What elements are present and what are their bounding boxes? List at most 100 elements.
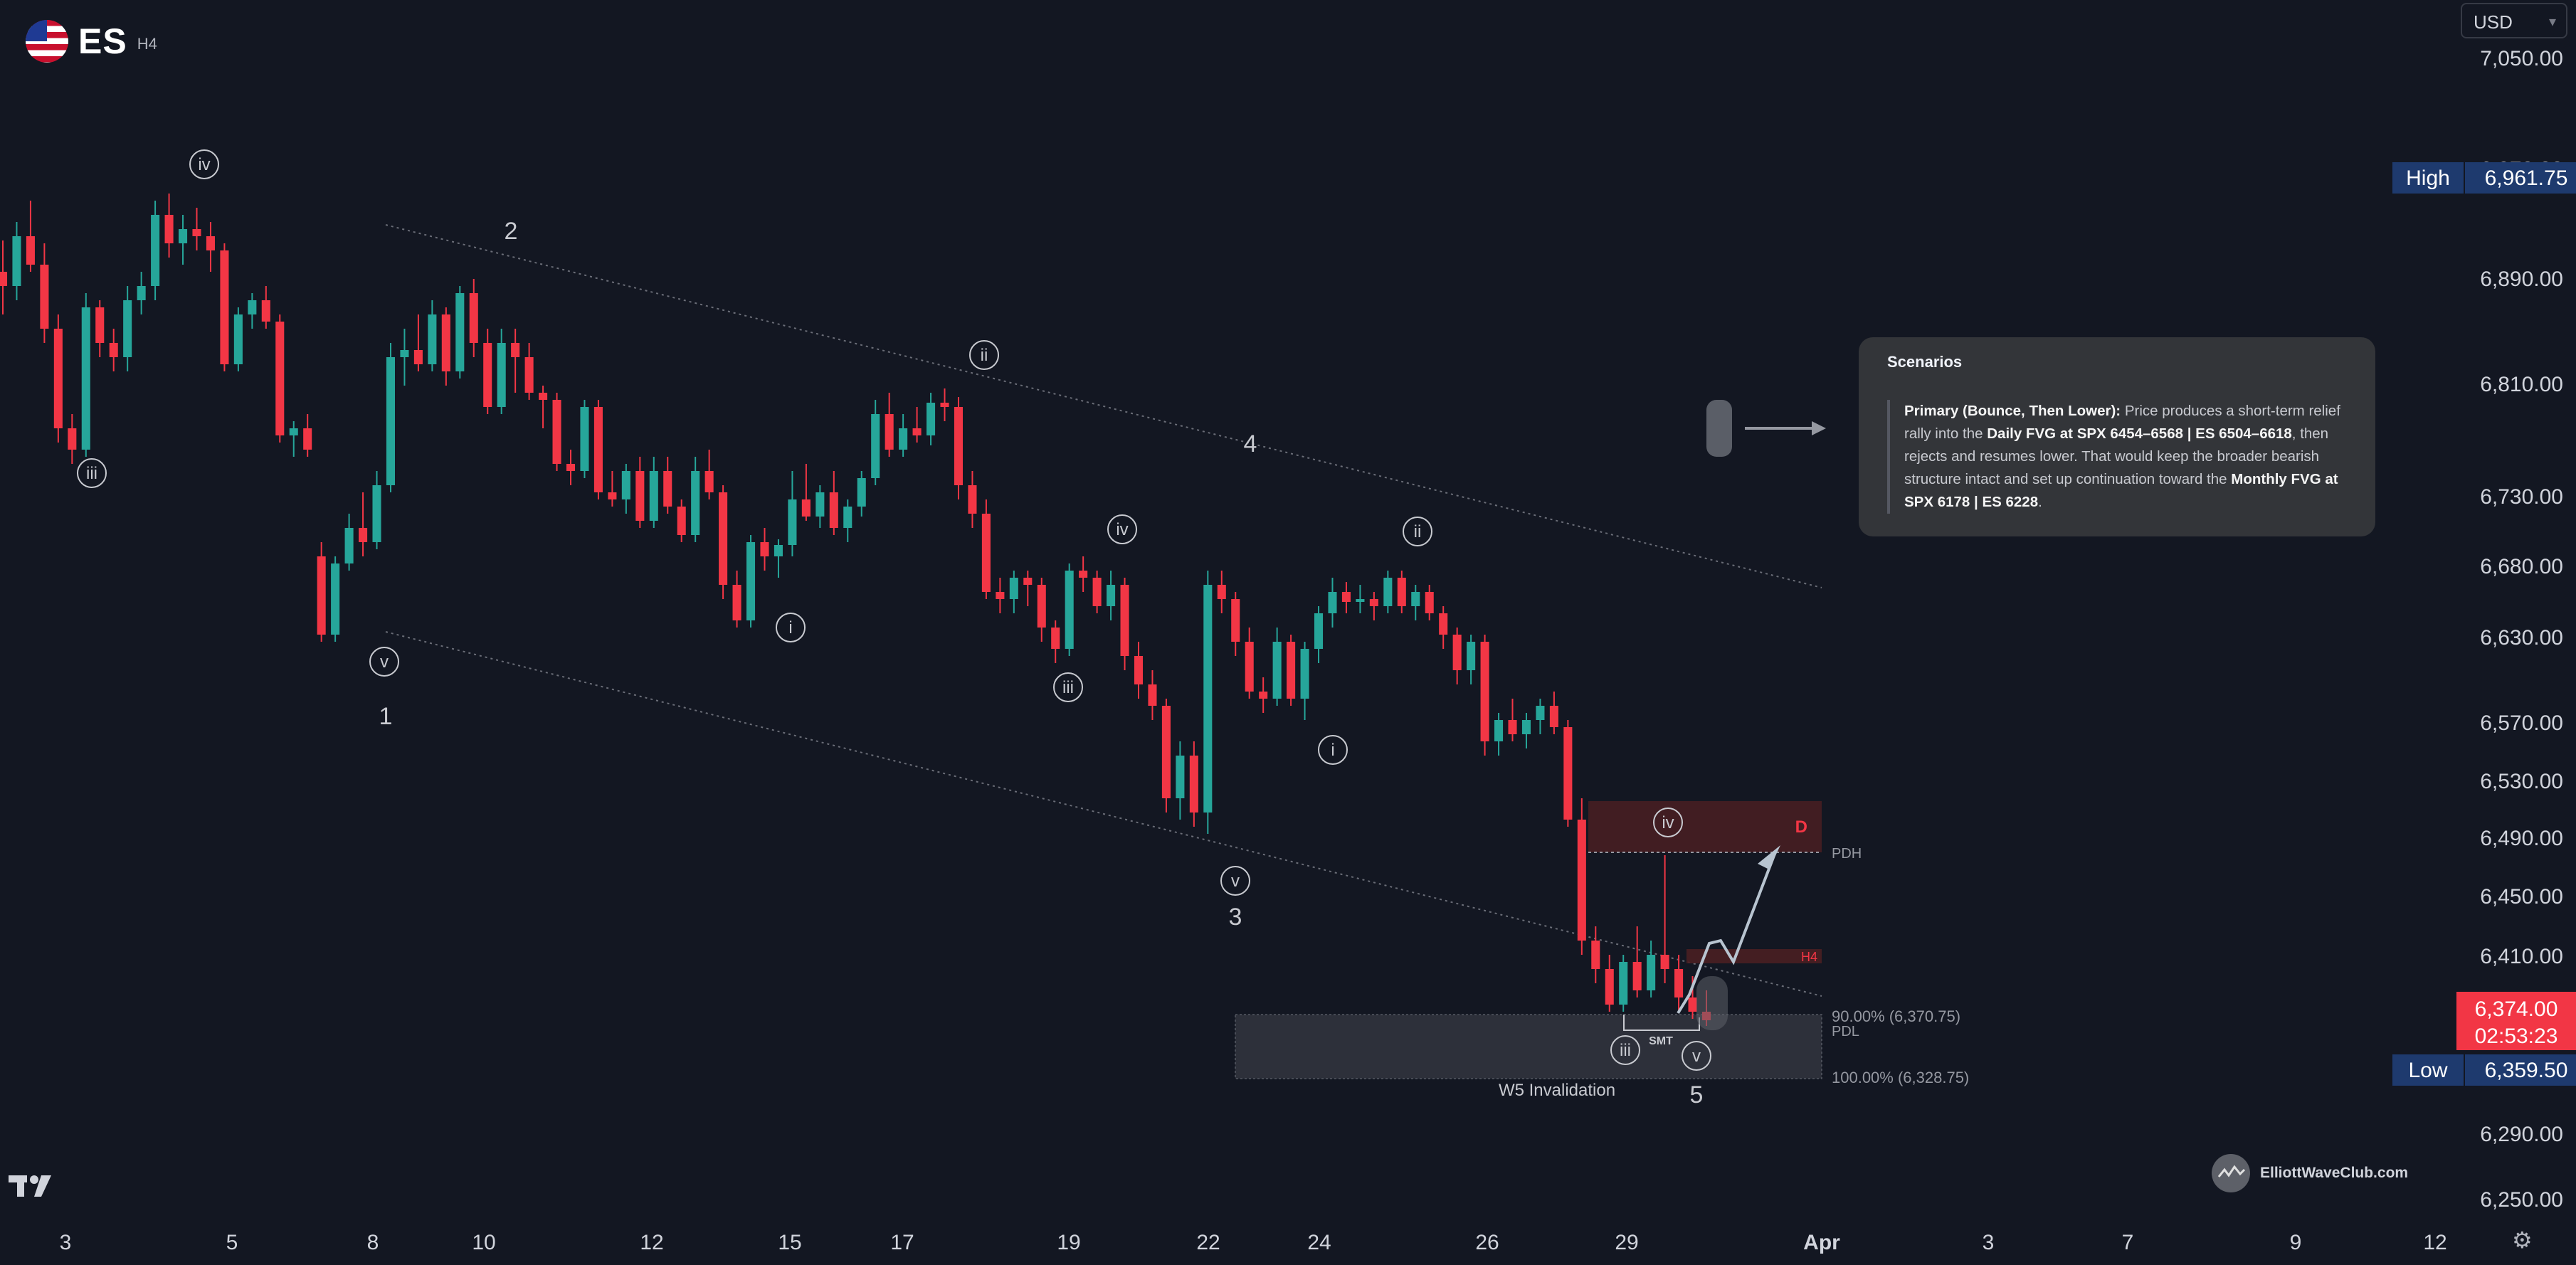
price-axis[interactable]: 7,050.006,970.006,890.006,810.006,730.00… <box>2480 47 2563 1212</box>
candle-body <box>1577 820 1586 941</box>
candle-body <box>608 492 617 499</box>
scenarios-panel: Scenarios Primary (Bounce, Then Lower): … <box>1859 337 2375 536</box>
symbol-name: ES <box>78 21 127 61</box>
us-flag-icon <box>26 20 68 63</box>
candle-body <box>1079 571 1088 578</box>
time-tick-label: 19 <box>1057 1231 1080 1254</box>
high-badge-label: High <box>2406 166 2450 190</box>
candle-body <box>40 265 49 329</box>
candle-body <box>1563 727 1573 820</box>
candle-body <box>539 393 548 400</box>
wave-label-circle <box>189 149 219 179</box>
candle-body <box>968 485 977 514</box>
high-badge-label-bg <box>2392 162 2464 194</box>
channel-upper-line[interactable] <box>385 224 1822 588</box>
price-tick-label: 7,050.00 <box>2480 47 2563 70</box>
wave-label-circle <box>1107 514 1137 544</box>
candle-body <box>1605 969 1614 1005</box>
candle-body <box>774 545 783 556</box>
wave-label-circle <box>1682 1041 1711 1071</box>
wave-label: v <box>380 652 389 672</box>
tradingview-logo-icon[interactable] <box>9 1173 58 1198</box>
candle-body <box>12 236 21 286</box>
candle-body <box>151 215 160 286</box>
projection-path[interactable] <box>1677 853 1776 1015</box>
candle-body <box>719 492 728 585</box>
candle-body <box>746 542 756 620</box>
candle-body <box>372 485 381 542</box>
candle-body <box>760 542 769 556</box>
panel-handle[interactable] <box>1706 400 1732 457</box>
price-tick-label: 6,730.00 <box>2480 485 2563 509</box>
wave-label: 4 <box>1244 430 1257 457</box>
daily-fvg-label: D <box>1795 817 1807 837</box>
daily-fvg-zone[interactable] <box>1588 801 1822 852</box>
candle-body <box>1189 756 1198 813</box>
fib-90-label: 90.00% (6,370.75) <box>1832 1007 1960 1025</box>
wave-label-circle <box>1318 735 1348 765</box>
symbol-header[interactable]: ES H4 <box>26 20 157 63</box>
candle-body <box>1287 642 1296 699</box>
candles-group <box>0 194 1711 1026</box>
price-tick-label: 6,630.00 <box>2480 626 2563 650</box>
wave-label: ii <box>1414 522 1422 541</box>
h4-fvg-zone[interactable] <box>1686 949 1822 963</box>
wave-label-circle <box>1653 808 1683 837</box>
candle-body <box>164 215 174 243</box>
candle-body <box>1245 642 1254 692</box>
currency-selector[interactable]: USD ▾ <box>2461 3 2567 38</box>
candle-body <box>206 236 215 250</box>
candle-body <box>303 428 312 450</box>
candle-body <box>413 350 423 364</box>
scenario-text-1: Price produces a short-term relief rally… <box>1904 403 2340 442</box>
time-tick-label: 24 <box>1307 1231 1331 1254</box>
wave-label: v <box>1692 1047 1701 1066</box>
candle-body <box>511 343 520 357</box>
candle-body <box>927 403 936 435</box>
price-tick-label: 6,490.00 <box>2480 827 2563 850</box>
wave-label: i <box>1331 741 1334 760</box>
low-badge-label: Low <box>2408 1059 2447 1082</box>
wave-label: ii <box>981 346 988 365</box>
time-axis[interactable]: 3 5 8 10 12 15 17 19 22 24 26 29 Apr 3 7 9 12 <box>60 1231 2447 1254</box>
candle-body <box>677 507 686 535</box>
candle-body <box>1231 599 1240 642</box>
candle-body <box>663 471 672 507</box>
gear-icon[interactable]: ⚙ <box>2512 1227 2533 1253</box>
price-tick-label: 6,680.00 <box>2480 555 2563 578</box>
candle-body <box>1300 649 1309 699</box>
candle-body <box>441 314 450 371</box>
wave-label-circle <box>969 340 999 370</box>
pdl-label: PDL <box>1832 1024 1859 1039</box>
time-tick-label: 8 <box>367 1231 379 1254</box>
candle-body <box>1536 706 1545 720</box>
candle-body <box>1660 955 1669 969</box>
wave-label-circle <box>1220 866 1250 896</box>
price-tick-label: 6,450.00 <box>2480 885 2563 909</box>
candle-body <box>1023 578 1033 585</box>
last-price-badge-bg <box>2456 992 2576 1050</box>
candle-body <box>1397 578 1406 606</box>
countdown-value: 02:53:23 <box>2475 1025 2558 1048</box>
candle-body <box>192 229 201 236</box>
channel-lower-line[interactable] <box>385 631 1822 997</box>
wave-label-circle <box>77 458 107 488</box>
candle-body <box>1134 656 1144 684</box>
wave-label: v <box>1231 872 1240 891</box>
candle-body <box>1009 578 1018 599</box>
candle-body <box>843 507 852 528</box>
candle-body <box>1411 592 1420 606</box>
candle-body <box>275 322 285 435</box>
candle-body <box>704 471 714 492</box>
time-tick-label: 10 <box>472 1231 495 1254</box>
wave-label-circle <box>1610 1035 1640 1065</box>
time-tick-label: 12 <box>640 1231 663 1254</box>
invalidation-zone[interactable] <box>1235 1014 1822 1079</box>
candle-body <box>359 528 368 542</box>
candle-body <box>691 471 700 535</box>
candle-body <box>483 343 492 407</box>
candle-body <box>68 428 77 450</box>
current-bar-highlight <box>1696 976 1728 1030</box>
